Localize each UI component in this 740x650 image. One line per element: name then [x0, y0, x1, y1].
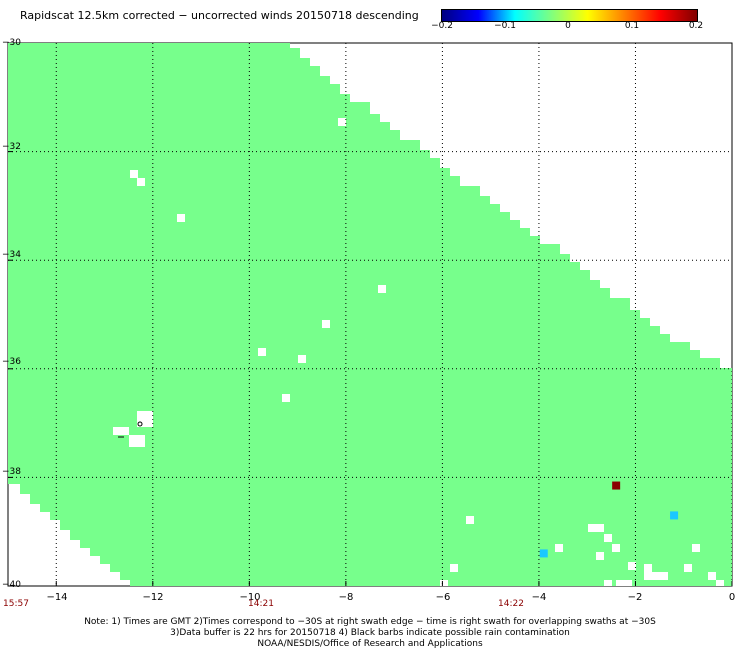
missing-cell — [282, 394, 290, 402]
missing-cell — [692, 544, 700, 552]
x-tick-label: −6 — [435, 592, 451, 603]
colorbar-tick: −0.2 — [431, 21, 453, 31]
axis-tick-marks — [8, 151, 733, 586]
missing-cell — [137, 411, 153, 427]
x-tick-label: −12 — [142, 592, 164, 603]
missing-cell — [628, 562, 636, 570]
x-tick-label: −2 — [627, 592, 643, 603]
wind-diff-cell — [539, 549, 548, 558]
missing-cell — [588, 524, 604, 532]
missing-cell — [322, 320, 330, 328]
y-tick-label: −30 — [2, 38, 21, 48]
wind-diff-cell — [670, 511, 679, 520]
missing-cell — [716, 580, 724, 586]
missing-cell — [137, 178, 145, 186]
missing-cell — [298, 355, 306, 363]
missing-cell — [644, 572, 668, 580]
missing-cell — [130, 170, 138, 178]
missing-cell — [378, 285, 386, 293]
graticule — [8, 43, 733, 586]
missing-cell — [338, 118, 346, 126]
missing-cell — [616, 580, 632, 586]
missing-cell — [466, 516, 474, 524]
y-tick-label: −38 — [2, 467, 21, 477]
missing-cell — [604, 580, 612, 586]
colorbar-tick: 0.2 — [688, 21, 704, 31]
swath-time: 14:21 — [248, 599, 274, 609]
missing-cell — [612, 544, 620, 552]
missing-cell — [596, 552, 604, 560]
footnote-line-1: Note: 1) Times are GMT 2)Times correspon… — [84, 617, 656, 627]
y-tick-label: −40 — [2, 580, 21, 590]
missing-cell — [708, 572, 716, 580]
x-tick-label: −4 — [531, 592, 547, 603]
swath-time: 15:57 — [3, 599, 29, 609]
wind-diff-cell — [612, 481, 621, 490]
footnote-line-2: 3)Data buffer is 22 hrs for 20150718 4) … — [170, 628, 570, 638]
colorbar-tick: 0.1 — [624, 21, 640, 31]
missing-cell — [555, 544, 563, 552]
y-tick-label: −32 — [2, 142, 21, 152]
y-tick-label: −34 — [2, 250, 21, 260]
missing-cell — [440, 580, 448, 586]
x-tick-label: −10 — [239, 592, 261, 603]
x-tick-label: −8 — [338, 592, 354, 603]
missing-cell — [258, 348, 266, 356]
missing-data-cells — [113, 118, 724, 586]
colorbar — [441, 9, 698, 22]
missing-cell — [644, 564, 652, 572]
wind-difference-cells — [539, 481, 679, 558]
swath-time: 14:22 — [498, 599, 524, 609]
x-tick-label: −14 — [46, 592, 68, 603]
y-tick-label: −36 — [2, 357, 21, 367]
colorbar-tick: 0 — [565, 21, 571, 31]
missing-cell — [684, 564, 692, 572]
rain-barb — [137, 421, 143, 427]
footnote-line-3: NOAA/NESDIS/Office of Research and Appli… — [257, 639, 483, 649]
rain-barbs — [118, 421, 143, 438]
swath-area — [8, 43, 732, 586]
missing-cell — [450, 564, 458, 572]
missing-cell — [113, 427, 129, 435]
missing-cell — [129, 435, 145, 447]
missing-cell — [177, 214, 185, 222]
colorbar-tick: −0.1 — [494, 21, 516, 31]
missing-cell — [604, 534, 612, 542]
x-tick-label: 0 — [728, 592, 736, 603]
chart-title: Rapidscat 12.5km corrected − uncorrected… — [20, 9, 419, 22]
